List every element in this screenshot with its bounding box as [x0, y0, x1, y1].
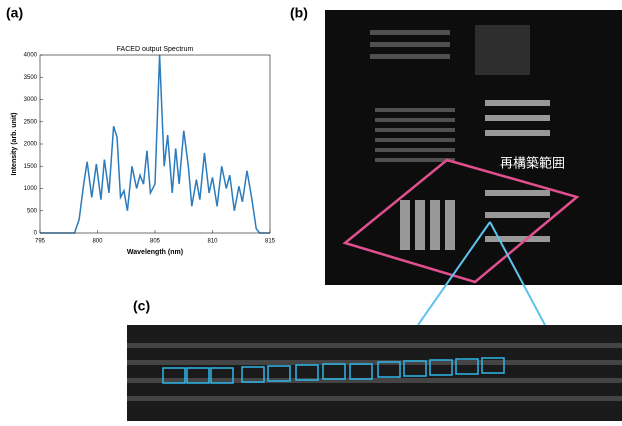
y-tick-label: 1500 [24, 164, 38, 170]
y-tick-label: 3000 [24, 97, 38, 103]
plot-frame [39, 54, 271, 234]
y-tick-label: 1000 [24, 186, 38, 192]
panel-label: (c) [133, 298, 150, 314]
y-tick-label: 4000 [24, 53, 38, 59]
y-tick-label: 3500 [24, 75, 38, 81]
y-tick-label: 2500 [24, 119, 38, 125]
x-tick-label: 810 [207, 239, 218, 245]
y-tick-label: 2000 [24, 142, 38, 148]
x-tick-label: 805 [150, 239, 161, 245]
x-tick-label: 800 [92, 239, 103, 245]
y-tick-label: 500 [27, 208, 38, 214]
spectrum-line [40, 54, 270, 234]
y-tick-label: 0 [34, 231, 38, 237]
zoom-image [127, 325, 622, 421]
x-tick-label: 815 [265, 239, 276, 245]
annotation: 再構築範囲 [500, 155, 565, 170]
y-axis-label: Intensity (arb. unit) [11, 113, 18, 176]
x-tick-label: 795 [35, 239, 46, 245]
panel-label: (b) [290, 5, 308, 21]
chart-title: FACED output Spectrum [117, 46, 194, 53]
panel-label: (a) [6, 5, 23, 21]
microscope-image [325, 10, 622, 326]
x-axis-label: Wavelength (nm) [127, 249, 183, 256]
